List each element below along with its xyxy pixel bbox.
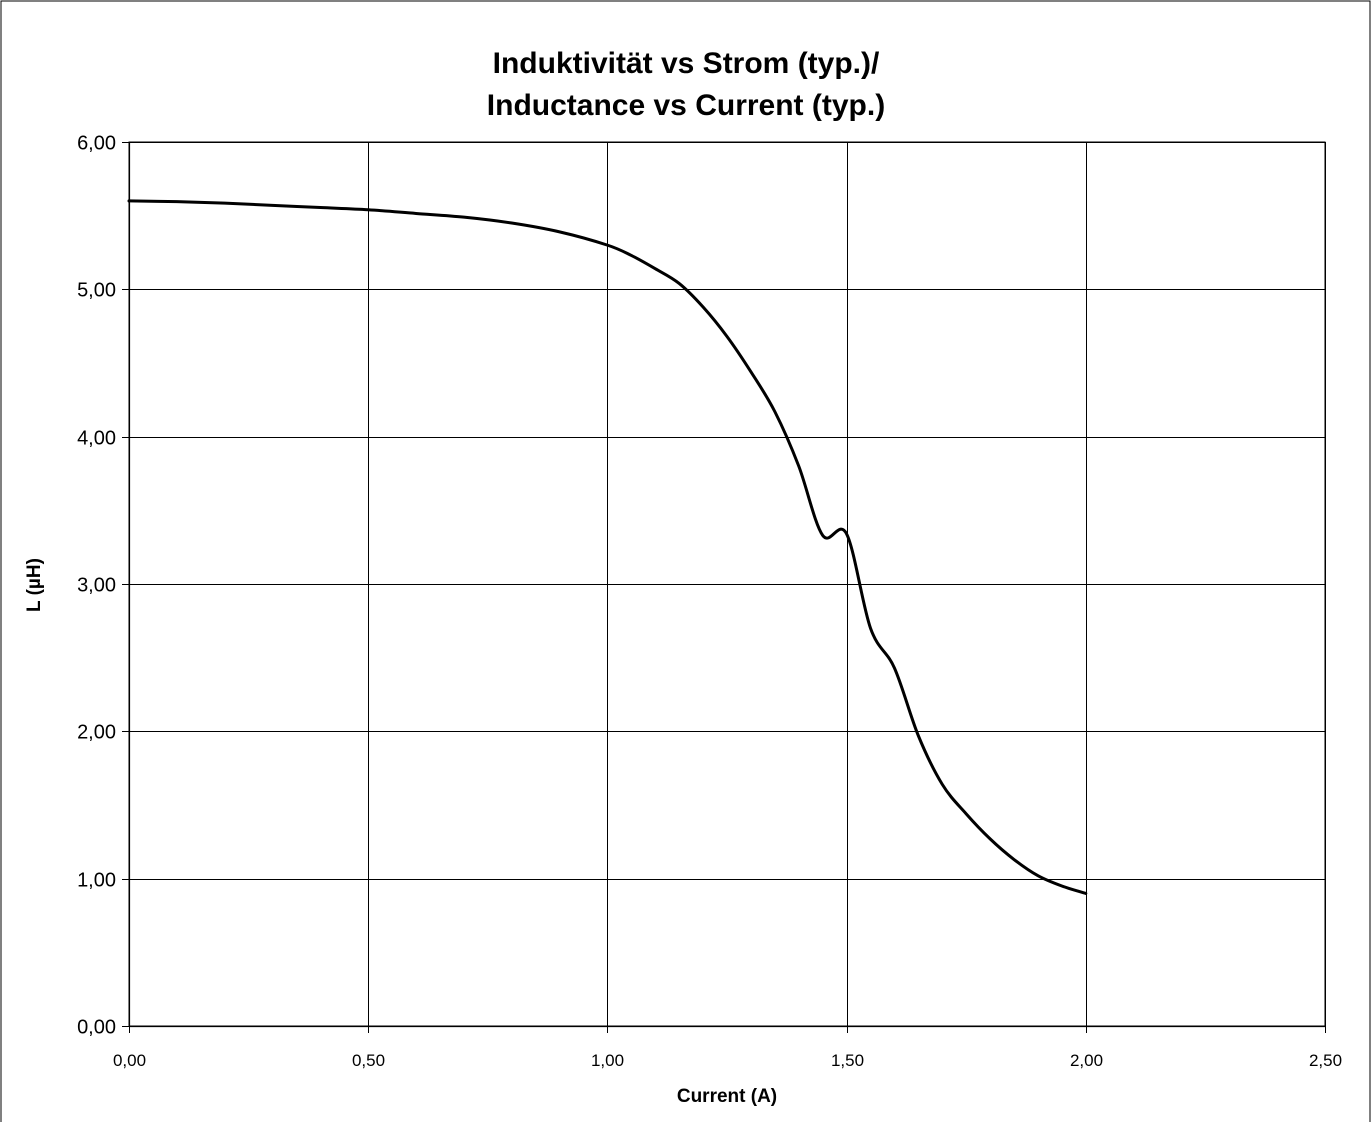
- x-tick-label: 1,00: [591, 1051, 624, 1070]
- x-tick-label: 1,50: [831, 1051, 864, 1070]
- x-tick-label: 0,00: [113, 1051, 146, 1070]
- y-tick-label: 3,00: [77, 575, 116, 597]
- x-tick-label: 2,50: [1309, 1051, 1342, 1070]
- y-tick-label: 2,00: [77, 722, 116, 744]
- y-tick-label: 4,00: [77, 428, 116, 450]
- y-tick-label: 0,00: [77, 1017, 116, 1039]
- grid: [128, 141, 1326, 1027]
- y-tick-label: 5,00: [77, 280, 116, 302]
- chart-title-line-1: Induktivität vs Strom (typ.)/: [493, 47, 880, 80]
- x-axis-label: Current (A): [677, 1086, 777, 1107]
- y-axis-label: L (µH): [24, 558, 45, 612]
- y-tick-label: 1,00: [77, 870, 116, 892]
- inductance-curve: [127, 199, 1088, 895]
- y-tick-label: 6,00: [77, 133, 116, 155]
- x-tick-label: 2,00: [1070, 1051, 1103, 1070]
- x-tick-label: 0,50: [352, 1051, 385, 1070]
- axes: [122, 142, 1326, 1033]
- tick-labels: 0,00 1,00 2,00 3,00 4,00 5,00 6,00 0,00 0,50 1,00…: [77, 133, 1342, 1071]
- chart-title-line-2: Inductance vs Current (typ.): [487, 89, 885, 122]
- series: [127, 199, 1088, 895]
